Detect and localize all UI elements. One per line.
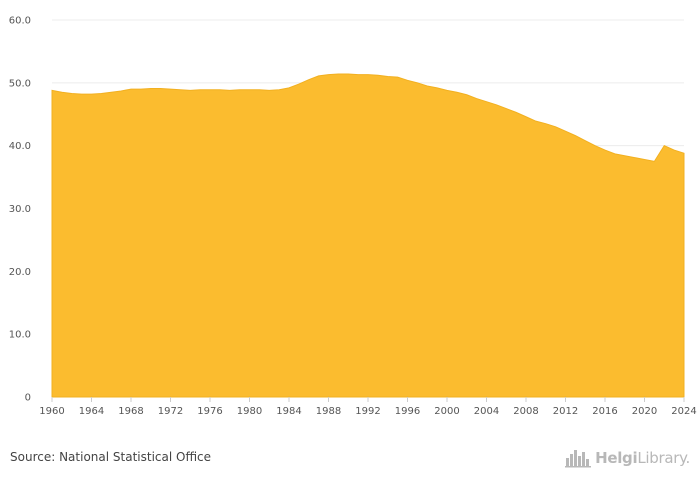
brand-logo: HelgiLibrary. [565,447,690,469]
y-tick-label: 0 [25,393,31,404]
x-tick-label: 1960 [39,406,64,417]
y-axis: 0 10.0 20.0 30.0 40.0 50.0 60.0 [9,16,31,404]
y-tick-label: 40.0 [9,141,31,152]
x-tick-label: 1984 [276,406,301,417]
x-tick-label: 1996 [395,406,420,417]
source-note: Source: National Statistical Office [10,450,212,464]
y-tick-label: 10.0 [9,330,31,341]
x-tick-label: 1964 [79,406,104,417]
x-tick-label: 1976 [197,406,222,417]
x-axis: 1960 1964 1968 1972 1976 1980 1984 1988 1992 1996… [39,397,697,417]
brand-name: HelgiLibrary. [595,449,690,467]
y-tick-label: 50.0 [9,78,31,89]
y-tick-label: 60.0 [9,16,31,27]
y-tick-label: 20.0 [9,267,31,278]
area-fill [51,73,685,398]
x-tick-label: 2016 [592,406,617,417]
x-tick-label: 2020 [632,406,657,417]
city-skyline-icon [565,450,592,468]
x-tick-label: 2012 [553,406,578,417]
x-tick-label: 1972 [158,406,183,417]
x-tick-label: 1988 [316,406,341,417]
x-tick-label: 2004 [474,406,499,417]
x-tick-label: 2000 [434,406,459,417]
x-tick-label: 1980 [237,406,262,417]
x-tick-label: 1968 [118,406,143,417]
x-tick-label: 2024 [671,406,696,417]
y-tick-label: 30.0 [9,204,31,215]
area-chart: 010.020.030.040.050.060.0 1960 1964 1968 19… [9,16,697,418]
area-series [51,73,685,398]
x-tick-label: 2008 [513,406,538,417]
x-tick-label: 1992 [355,406,380,417]
